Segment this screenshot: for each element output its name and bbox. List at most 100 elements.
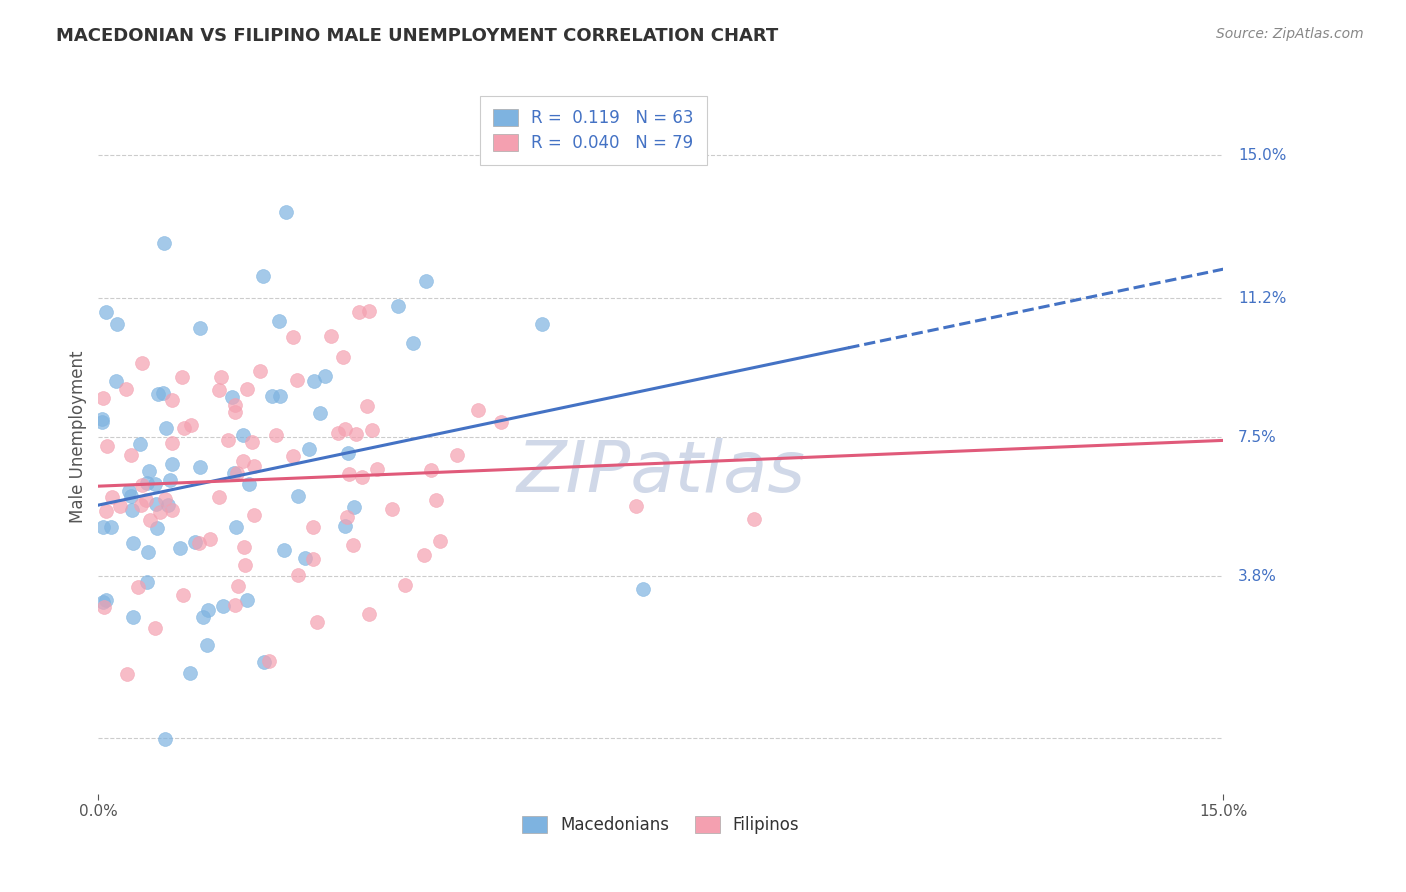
Point (236, 593, 259, 607)
Point (359, 607, 381, 622)
Point (274, 204, 297, 219)
Point (232, 428, 254, 442)
Point (153, 492, 176, 507)
Legend: Macedonians, Filipinos: Macedonians, Filipinos (513, 808, 808, 843)
Point (624, 500, 647, 514)
Point (91, 520, 114, 534)
Point (212, 599, 235, 613)
Point (131, 477, 153, 491)
Point (402, 336, 425, 351)
Point (381, 501, 404, 516)
Text: 11.2%: 11.2% (1239, 291, 1286, 306)
Point (249, 364, 271, 378)
Point (121, 610, 143, 624)
Point (172, 369, 194, 384)
Point (425, 492, 447, 507)
Point (489, 415, 512, 429)
Point (281, 330, 304, 344)
Text: MACEDONIAN VS FILIPINO MALE UNEMPLOYMENT CORRELATION CHART: MACEDONIAN VS FILIPINO MALE UNEMPLOYMENT… (56, 27, 779, 45)
Point (138, 465, 160, 479)
Point (328, 425, 350, 440)
Point (262, 388, 284, 402)
Point (243, 458, 266, 473)
Point (287, 373, 309, 387)
Point (152, 385, 174, 400)
Point (224, 599, 246, 613)
Point (631, 582, 654, 597)
Point (243, 508, 266, 523)
Point (93, 599, 115, 614)
Point (297, 442, 319, 456)
Point (169, 541, 191, 555)
Point (162, 503, 184, 517)
Point (197, 603, 219, 617)
Point (136, 476, 159, 491)
Point (333, 519, 356, 533)
Point (191, 610, 214, 624)
Point (347, 305, 370, 319)
Point (105, 317, 128, 331)
Point (91, 391, 114, 405)
Point (336, 445, 359, 459)
Point (360, 424, 382, 438)
Text: Source: ZipAtlas.com: Source: ZipAtlas.com (1216, 27, 1364, 41)
Point (332, 351, 354, 365)
Point (308, 406, 330, 420)
Point (413, 548, 436, 562)
Point (105, 375, 128, 389)
Point (224, 405, 246, 419)
Point (225, 520, 247, 534)
Y-axis label: Male Unemployment: Male Unemployment (69, 351, 87, 524)
Point (302, 551, 325, 566)
Point (226, 467, 249, 481)
Point (90, 412, 112, 426)
Point (143, 476, 166, 491)
Point (415, 274, 437, 288)
Point (188, 459, 211, 474)
Point (314, 369, 336, 384)
Text: 3.8%: 3.8% (1239, 568, 1277, 583)
Text: ZIPatlas: ZIPatlas (516, 438, 806, 508)
Point (96, 305, 118, 319)
Point (145, 497, 167, 511)
Point (131, 356, 153, 370)
Point (281, 450, 304, 464)
Point (155, 421, 177, 435)
Point (226, 579, 249, 593)
Point (336, 510, 359, 524)
Point (333, 422, 356, 436)
Point (120, 489, 142, 503)
Point (259, 654, 281, 668)
Point (294, 551, 316, 566)
Point (188, 536, 211, 550)
Point (238, 477, 260, 491)
Point (148, 387, 170, 401)
Point (160, 393, 183, 408)
Point (94, 504, 117, 518)
Point (208, 383, 231, 397)
Point (96, 439, 118, 453)
Point (209, 369, 232, 384)
Point (232, 540, 254, 554)
Point (173, 421, 195, 435)
Point (136, 574, 159, 589)
Point (420, 463, 443, 477)
Point (153, 732, 176, 747)
Point (91, 595, 114, 609)
Point (121, 503, 143, 517)
Point (139, 513, 162, 527)
Point (160, 457, 183, 471)
Point (153, 235, 176, 250)
Point (742, 512, 765, 526)
Point (129, 498, 152, 512)
Point (264, 427, 287, 442)
Point (467, 403, 489, 417)
Point (135, 493, 157, 508)
Point (253, 655, 276, 669)
Point (273, 543, 295, 558)
Point (287, 489, 309, 503)
Point (149, 505, 172, 519)
Point (269, 314, 291, 328)
Text: 15.0%: 15.0% (1239, 148, 1286, 163)
Point (184, 534, 207, 549)
